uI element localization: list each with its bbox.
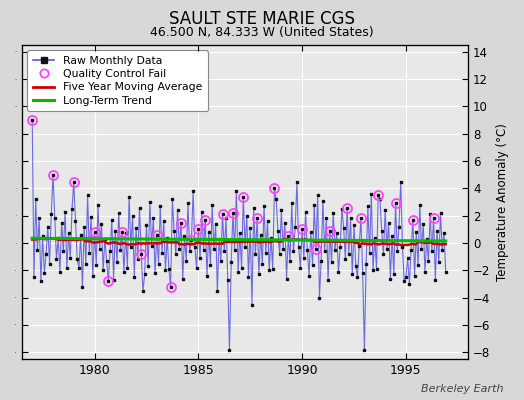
Text: SAULT STE MARIE CGS: SAULT STE MARIE CGS — [169, 10, 355, 28]
Text: 46.500 N, 84.333 W (United States): 46.500 N, 84.333 W (United States) — [150, 26, 374, 39]
Y-axis label: Temperature Anomaly (°C): Temperature Anomaly (°C) — [496, 123, 509, 281]
Legend: Raw Monthly Data, Quality Control Fail, Five Year Moving Average, Long-Term Tren: Raw Monthly Data, Quality Control Fail, … — [27, 50, 208, 111]
Text: Berkeley Earth: Berkeley Earth — [421, 384, 503, 394]
